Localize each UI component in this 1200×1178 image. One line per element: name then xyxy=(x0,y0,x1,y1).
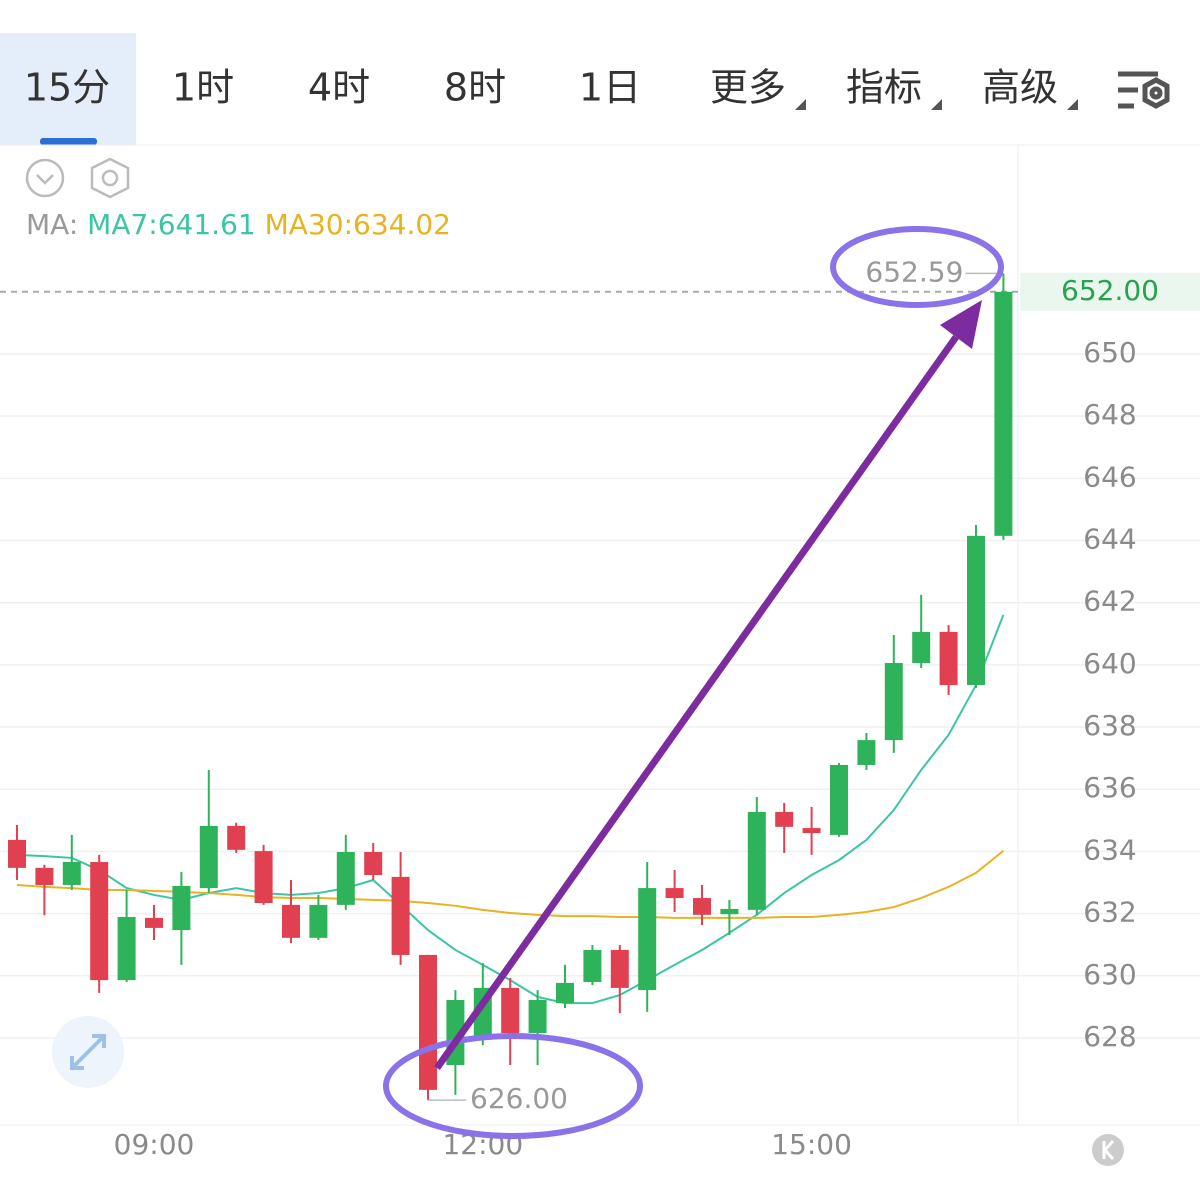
tab[interactable]: 1日 xyxy=(579,66,641,110)
y-tick-label: 638 xyxy=(1083,709,1136,742)
candle-body xyxy=(117,917,136,981)
candle-body xyxy=(857,740,876,765)
active-tab-bg xyxy=(0,33,136,145)
last-price-label: 652.00 xyxy=(1061,274,1159,307)
candle-body xyxy=(884,662,903,741)
expand-icon xyxy=(70,1034,106,1070)
candle-body xyxy=(364,852,383,876)
candle-body xyxy=(556,982,574,1004)
annotation-ellipse xyxy=(830,226,1004,308)
candle-body xyxy=(912,631,931,663)
y-tick-label: 650 xyxy=(1083,336,1136,369)
candle-body xyxy=(8,839,26,868)
dropdown-arrows xyxy=(795,99,1078,110)
plot: 628 630 632 634 636 638 640 642 644 646 648 650 09:0… xyxy=(0,255,1200,1161)
tab[interactable]: 4时 xyxy=(308,66,370,110)
candle-body xyxy=(994,291,1013,536)
annotation-ellipse xyxy=(383,1033,643,1139)
collapse-chevron xyxy=(36,174,54,185)
annotation-arrow xyxy=(434,334,959,1071)
settings-icon[interactable] xyxy=(1118,71,1170,109)
candle-body xyxy=(939,631,958,686)
candle-body xyxy=(802,828,821,834)
candle-body xyxy=(199,825,218,889)
y-tick-label: 648 xyxy=(1083,398,1136,431)
tab[interactable]: 指标 xyxy=(846,66,922,110)
candle-body xyxy=(610,949,629,988)
collapse-icon[interactable] xyxy=(25,158,65,198)
y-tick-label: 642 xyxy=(1083,585,1136,618)
candle-body xyxy=(693,898,711,915)
x-tick-label: 15:00 xyxy=(771,1128,852,1161)
candle-body xyxy=(62,861,81,885)
candle-body xyxy=(665,888,684,899)
ma-legend: MA: MA7:641.61 MA30:634.02 xyxy=(26,208,451,241)
candle-body xyxy=(583,949,602,982)
candle-body xyxy=(391,876,410,955)
y-tick-label: 630 xyxy=(1083,958,1136,991)
candle-body xyxy=(775,811,794,827)
y-tick-label: 632 xyxy=(1083,896,1136,929)
candle-body xyxy=(309,904,328,938)
tab-bar xyxy=(0,0,1200,145)
candle-body xyxy=(501,987,520,1033)
active-tab-indicator xyxy=(40,138,97,145)
tab[interactable]: 8时 xyxy=(444,66,506,110)
candle-body xyxy=(967,535,985,686)
tab[interactable]: 高级 xyxy=(982,66,1058,110)
tab[interactable]: 1时 xyxy=(172,66,234,110)
y-tick-label: 636 xyxy=(1083,771,1136,804)
annotation-arrowhead xyxy=(940,300,982,349)
y-tick-label: 640 xyxy=(1083,647,1136,680)
y-tick-label: 634 xyxy=(1083,833,1136,866)
high-label: 652.59 xyxy=(865,255,963,288)
y-tick-label: 628 xyxy=(1083,1020,1136,1053)
ma-line xyxy=(16,850,1005,919)
x-tick-label: 09:00 xyxy=(114,1128,195,1161)
candle-body xyxy=(747,811,766,910)
candle-body xyxy=(638,888,657,991)
legend-text: MA30:634.02 xyxy=(265,208,451,241)
candle-body xyxy=(227,825,246,850)
candle-body xyxy=(720,908,739,915)
y-tick-label: 646 xyxy=(1083,460,1136,493)
settings-hex-icon[interactable] xyxy=(90,157,130,199)
candle-body xyxy=(830,764,848,835)
tab[interactable]: 更多 xyxy=(710,66,786,110)
y-tick-label: 644 xyxy=(1083,522,1136,555)
candle-body xyxy=(419,954,437,1090)
candle-body xyxy=(35,867,54,885)
candle-body xyxy=(282,904,300,938)
legend-text: MA: xyxy=(26,208,78,241)
candle-body xyxy=(336,852,355,905)
last-price-tag xyxy=(1020,272,1200,311)
candle-body xyxy=(90,861,109,981)
rewind-button[interactable] xyxy=(1092,1134,1124,1166)
rewind-icon xyxy=(1102,1140,1115,1160)
settings-hex-dot xyxy=(101,169,119,187)
legend-text: MA7:641.61 xyxy=(87,208,256,241)
ma-line xyxy=(16,614,1005,1005)
tab[interactable]: 15分 xyxy=(24,66,110,110)
low-label: 626.00 xyxy=(470,1082,568,1115)
candle-body xyxy=(254,851,273,904)
candle-body xyxy=(528,1000,547,1033)
candle-body xyxy=(145,917,163,928)
candle-body xyxy=(172,885,191,931)
